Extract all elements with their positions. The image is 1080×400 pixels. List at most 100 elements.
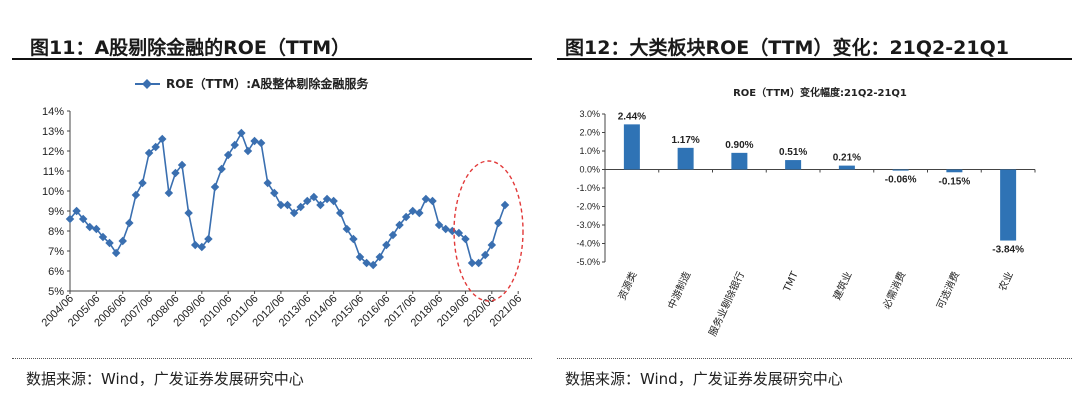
roe-point bbox=[296, 202, 305, 212]
bar-value-label: 2.44% bbox=[618, 111, 646, 122]
y-tick-label: 7% bbox=[48, 246, 64, 258]
roe-point bbox=[454, 228, 464, 238]
right-title-rule bbox=[557, 58, 1072, 60]
y-tick-label: 13% bbox=[42, 126, 64, 138]
roe-point bbox=[395, 220, 404, 230]
y-tick-label: 12% bbox=[42, 146, 64, 158]
roe-point bbox=[144, 148, 154, 158]
left-title-rule bbox=[12, 58, 532, 60]
roe-point bbox=[415, 208, 424, 218]
y-tick-label: 11% bbox=[43, 166, 64, 178]
roe-point bbox=[217, 164, 226, 174]
right-source-note: 数据来源：Wind，广发证券发展研究中心 bbox=[565, 370, 843, 388]
roe-point bbox=[309, 192, 319, 202]
category-label: 农业 bbox=[996, 269, 1016, 293]
left-source-rule bbox=[12, 358, 532, 359]
roe-point bbox=[125, 218, 134, 228]
left-figure-panel: 图11：A股剔除金融的ROE（TTM） ROE（TTM）:A股整体剔除金融服务 5… bbox=[12, 37, 532, 388]
category-label: 必需消费 bbox=[880, 269, 909, 311]
roe-point bbox=[303, 196, 312, 206]
y-tick-label: 6% bbox=[48, 266, 64, 278]
roe-point bbox=[250, 136, 259, 146]
roe-point bbox=[428, 196, 437, 206]
roe-point bbox=[487, 240, 497, 250]
roe-point bbox=[349, 234, 358, 244]
roe-point bbox=[98, 232, 108, 242]
bar-2 bbox=[731, 152, 748, 170]
bar-value-label: -0.06% bbox=[885, 175, 917, 186]
roe-point bbox=[283, 200, 292, 210]
bar-0 bbox=[623, 124, 640, 170]
roe-point bbox=[204, 234, 213, 244]
roe-point bbox=[177, 160, 187, 170]
y-tick-label: 2.0% bbox=[579, 128, 600, 138]
category-label: TMT bbox=[782, 269, 802, 294]
bar-value-label: 0.90% bbox=[725, 140, 753, 151]
y-tick-label: -2.0% bbox=[576, 202, 600, 212]
roe-point bbox=[329, 196, 338, 206]
category-label: 中游制造 bbox=[665, 269, 694, 311]
bar-value-label: 0.21% bbox=[833, 153, 861, 164]
left-source-note: 数据来源：Wind，广发证券发展研究中心 bbox=[26, 370, 304, 388]
roe-point bbox=[223, 150, 233, 160]
bar-6 bbox=[946, 169, 963, 173]
roe-point bbox=[362, 258, 371, 268]
roe-point bbox=[480, 250, 490, 260]
bar-value-label: 0.51% bbox=[779, 147, 807, 158]
y-tick-label: 5% bbox=[48, 286, 64, 298]
roe-point bbox=[461, 234, 470, 244]
bar-chart-title: ROE（TTM）变化幅度:21Q2-21Q1 bbox=[733, 86, 907, 99]
roe-point bbox=[158, 134, 167, 144]
roe-point bbox=[316, 200, 325, 210]
y-tick-label: 0.0% bbox=[579, 165, 600, 175]
roe-point bbox=[138, 178, 147, 188]
y-tick-label: 3.0% bbox=[579, 109, 600, 119]
roe-point bbox=[131, 190, 141, 200]
roe-point bbox=[382, 240, 391, 250]
roe-point bbox=[171, 168, 180, 178]
roe-point bbox=[230, 140, 240, 150]
roe-point bbox=[342, 224, 352, 234]
y-tick-label: 10% bbox=[42, 186, 64, 198]
legend-label: ROE（TTM）:A股整体剔除金融服务 bbox=[166, 76, 369, 91]
roe-point bbox=[500, 200, 510, 210]
roe-point bbox=[72, 206, 81, 216]
roe-point bbox=[434, 220, 444, 230]
y-tick-label: 8% bbox=[48, 226, 64, 238]
roe-point bbox=[197, 242, 207, 252]
roe-point bbox=[190, 240, 200, 250]
roe-point bbox=[474, 258, 483, 268]
roe-point bbox=[78, 214, 88, 224]
roe-point bbox=[256, 138, 266, 148]
roe-point bbox=[105, 238, 114, 248]
roe-point bbox=[467, 258, 477, 268]
roe-point bbox=[92, 224, 101, 234]
roe-point bbox=[441, 224, 450, 234]
roe-point bbox=[494, 218, 503, 228]
y-tick-label: -4.0% bbox=[576, 239, 600, 249]
bar-3 bbox=[785, 160, 802, 170]
bar-7 bbox=[1000, 169, 1017, 241]
roe-change-bar-chart: ROE（TTM）变化幅度:21Q2-21Q1 -5.0% -4.0% -3.0% -2.… bbox=[576, 86, 1036, 338]
y-tick-label: -5.0% bbox=[576, 257, 600, 267]
roe-point bbox=[355, 252, 365, 262]
roe-point bbox=[368, 260, 378, 270]
y-tick-label: 1.0% bbox=[579, 146, 600, 156]
bar-value-label: -0.15% bbox=[939, 176, 971, 187]
roe-point bbox=[289, 208, 299, 218]
roe-point bbox=[401, 212, 411, 222]
roe-point bbox=[276, 200, 286, 210]
roe-point bbox=[335, 208, 345, 218]
rebound-highlight-ellipse bbox=[453, 160, 524, 302]
bar-value-label: 1.17% bbox=[671, 135, 699, 146]
roe-point bbox=[270, 188, 279, 198]
y-tick-label: -1.0% bbox=[576, 183, 600, 193]
roe-point bbox=[388, 230, 398, 240]
roe-point bbox=[164, 188, 174, 198]
left-figure-title: 图11：A股剔除金融的ROE（TTM） bbox=[30, 37, 351, 59]
right-source-rule bbox=[557, 358, 1072, 359]
roe-point bbox=[151, 142, 160, 152]
roe-point bbox=[263, 178, 272, 188]
roe-point bbox=[85, 222, 95, 232]
roe-point bbox=[408, 206, 417, 216]
